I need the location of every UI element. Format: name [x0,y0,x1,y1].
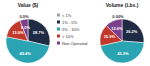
legend-swatch [57,14,60,17]
legend-item: Non-Operated [57,41,87,46]
legend: < 1% 1% - 5% 5% - 10% > 10% Non-Operated [57,13,87,46]
data-label: 12.6% [111,26,123,31]
pie: 0.0% 28.7% 49.4% 15.9%6.0% [6,14,50,63]
legend-item: < 1% [57,13,72,18]
data-label: 49.4% [20,51,32,56]
legend-swatch [57,28,60,31]
data-label: 0.00% [112,14,124,19]
legend-swatch [57,42,60,45]
legend-label: Non-Operated [62,41,87,46]
legend-item: 5% - 10% [57,27,80,32]
legend-swatch [57,21,60,24]
data-label: 26.2% [126,29,138,34]
pie: 0.00% 26.2% 45.3% 15.9% 12.6% [100,14,144,63]
data-label: 45.3% [117,51,129,56]
data-label: 6.0% [21,25,31,30]
chart-title: Volume (Lbs.) [106,2,139,8]
legend-swatch [57,35,60,38]
data-label: 15.9% [12,30,24,35]
chart-title: Value ($) [18,2,39,8]
legend-item: 1% - 5% [57,20,78,25]
legend-label: 1% - 5% [62,20,78,25]
data-label: 28.7% [33,30,45,35]
legend-label: > 10% [62,34,74,39]
legend-label: < 1% [62,13,72,18]
legend-item: > 10% [57,34,74,39]
legend-label: 5% - 10% [62,27,80,32]
pie-slice [122,19,144,43]
data-label: 0.0% [19,14,29,19]
chart-root: 0.0%28.7%49.4%15.9%6.0%Value ($)< 1%1% -… [0,0,150,66]
data-label: 15.9% [104,34,116,39]
